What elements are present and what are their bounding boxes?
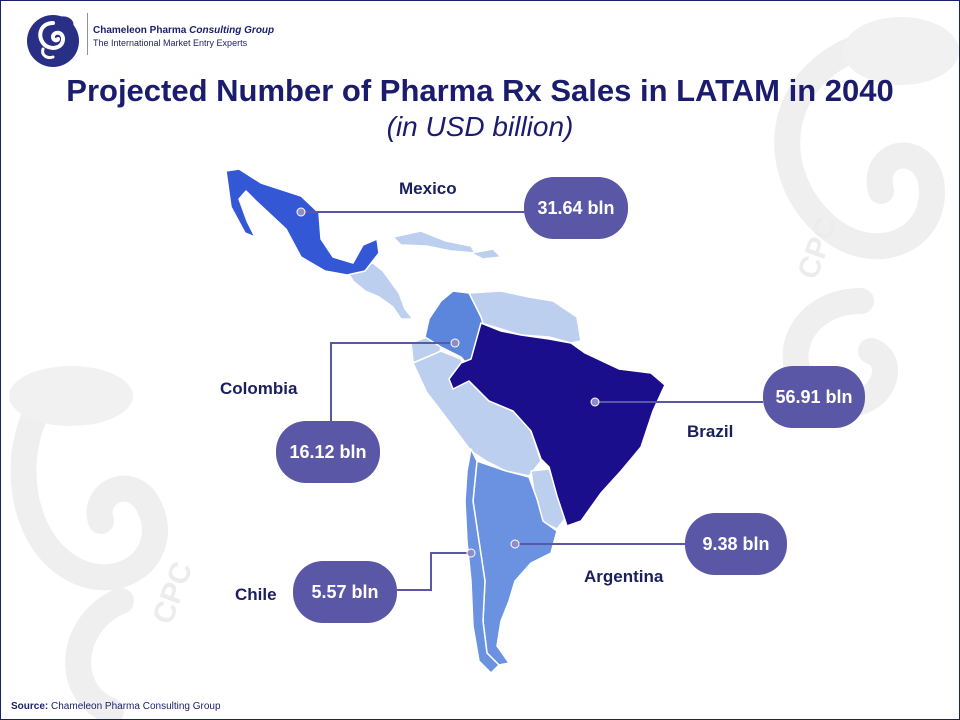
value-pill-chile: 5.57 bln xyxy=(293,561,397,623)
connector-lines xyxy=(301,211,763,591)
value-pill-mexico: 31.64 bln xyxy=(524,177,628,239)
dot-chile xyxy=(466,548,476,558)
value-pill-brazil: 56.91 bln xyxy=(763,366,865,428)
dot-brazil xyxy=(590,397,600,407)
region-caribbean xyxy=(392,230,476,254)
dot-argentina xyxy=(510,539,520,549)
brand-tagline: The International Market Entry Experts xyxy=(93,38,248,48)
connector-chile xyxy=(397,552,471,591)
chameleon-logo xyxy=(27,15,79,67)
dot-colombia xyxy=(450,338,460,348)
label-mexico: Mexico xyxy=(399,179,457,198)
brand-name: Chameleon Pharma Consulting Group xyxy=(93,25,275,36)
region-central-america xyxy=(345,262,414,320)
label-brazil: Brazil xyxy=(687,422,734,441)
page-subtitle: (in USD billion) xyxy=(386,111,574,142)
country-chile-shape xyxy=(464,448,500,674)
label-colombia: Colombia xyxy=(220,379,298,398)
label-chile: Chile xyxy=(235,585,277,604)
country-mexico-shape xyxy=(225,168,380,276)
connector-dots xyxy=(296,207,600,558)
source-note: Source: Chameleon Pharma Consulting Grou… xyxy=(11,701,221,712)
label-argentina: Argentina xyxy=(584,567,664,586)
region-caribbean-small xyxy=(470,248,502,260)
value-pill-colombia: 16.12 bln xyxy=(276,421,380,483)
page-title: Projected Number of Pharma Rx Sales in L… xyxy=(66,73,894,108)
dot-mexico xyxy=(296,207,306,217)
brand-divider xyxy=(87,13,88,55)
connector-colombia xyxy=(330,342,455,421)
value-pill-argentina: 9.38 bln xyxy=(685,513,787,575)
country-brazil-shape xyxy=(448,322,666,527)
